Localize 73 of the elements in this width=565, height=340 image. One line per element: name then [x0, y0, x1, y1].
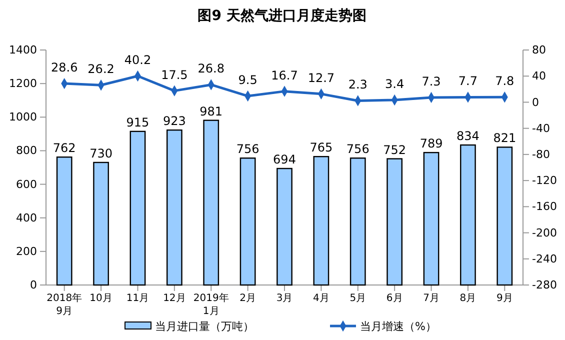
x-tick-label: 2018年 9月 — [46, 292, 82, 317]
bar — [93, 162, 109, 286]
y2-tick-label: -240 — [532, 252, 557, 266]
x-tick-label: 9月 — [496, 293, 513, 304]
y-tick-label: 0 — [30, 278, 37, 292]
bar — [386, 158, 403, 286]
data-label: 7.8 — [495, 74, 514, 88]
data-label: 694 — [273, 152, 296, 167]
data-label: 765 — [310, 140, 333, 155]
data-label: 12.7 — [308, 70, 335, 85]
x-tick-label: 2019年 1月 — [193, 292, 229, 317]
bar — [350, 158, 366, 286]
y2-tick-label: -80 — [532, 148, 550, 161]
data-label: 40.2 — [124, 52, 152, 67]
data-label: 7.7 — [458, 74, 478, 88]
data-label: 789 — [420, 136, 443, 151]
bar — [496, 146, 513, 286]
data-label: 756 — [236, 142, 260, 156]
data-label: 9.5 — [238, 73, 258, 88]
bar — [423, 152, 440, 286]
x-tick-label: 11月 — [126, 293, 150, 304]
bar — [276, 168, 292, 286]
y-tick-label: 800 — [16, 144, 37, 158]
bar — [166, 129, 182, 286]
bar — [460, 144, 476, 286]
legend-label: 当月进口量（万吨） — [155, 320, 254, 333]
data-label: 981 — [200, 104, 223, 118]
y-tick-label: 1000 — [9, 110, 37, 124]
y2-tick-label: -160 — [532, 200, 557, 214]
data-label: 26.8 — [198, 62, 224, 76]
y-tick-label: 400 — [16, 211, 37, 224]
data-label: 2.3 — [348, 78, 368, 92]
y2-tick-label: 0 — [532, 96, 539, 109]
bar — [130, 130, 146, 286]
data-label: 26.2 — [88, 62, 114, 76]
bar — [203, 120, 220, 286]
legend-label: 当月增速（%） — [360, 320, 436, 333]
x-tick-label: 8月 — [460, 293, 476, 304]
bar — [56, 156, 72, 286]
y2-tick-label: -280 — [532, 278, 557, 292]
data-label: 16.7 — [271, 68, 298, 82]
y-tick-label: 200 — [16, 244, 37, 258]
y2-tick-label: -40 — [532, 122, 550, 135]
y-tick-label: 1400 — [9, 44, 37, 57]
data-label: 17.5 — [161, 68, 188, 82]
chart-title: 图9 天然气进口月度走势图 — [198, 7, 366, 24]
y-tick-label: 1200 — [9, 77, 37, 90]
x-tick-label: 12月 — [163, 293, 186, 304]
y2-tick-label: -120 — [532, 174, 557, 188]
bar — [240, 158, 256, 286]
x-tick-label: 10月 — [90, 293, 112, 304]
y2-tick-label: -200 — [532, 226, 557, 240]
x-tick-label: 5月 — [350, 293, 366, 304]
data-label: 762 — [52, 141, 76, 156]
data-label: 28.6 — [50, 60, 78, 75]
data-label: 821 — [493, 131, 516, 146]
data-label: 923 — [162, 114, 186, 128]
data-label: 7.3 — [422, 74, 441, 88]
y2-tick-label: 80 — [532, 44, 546, 57]
x-tick-label: 2月 — [240, 293, 256, 304]
bar — [313, 156, 330, 286]
x-tick-label: 6月 — [386, 293, 403, 304]
data-label: 915 — [126, 115, 150, 130]
x-tick-label: 7月 — [423, 293, 440, 304]
data-label: 756 — [346, 142, 370, 156]
y-tick-label: 600 — [16, 178, 37, 191]
data-label: 834 — [456, 129, 480, 144]
x-tick-label: 4月 — [313, 293, 330, 304]
data-label: 3.4 — [385, 77, 404, 92]
data-label: 752 — [383, 142, 406, 157]
x-tick-label: 3月 — [276, 293, 293, 304]
data-label: 730 — [90, 146, 112, 160]
y2-tick-label: 40 — [532, 70, 546, 83]
